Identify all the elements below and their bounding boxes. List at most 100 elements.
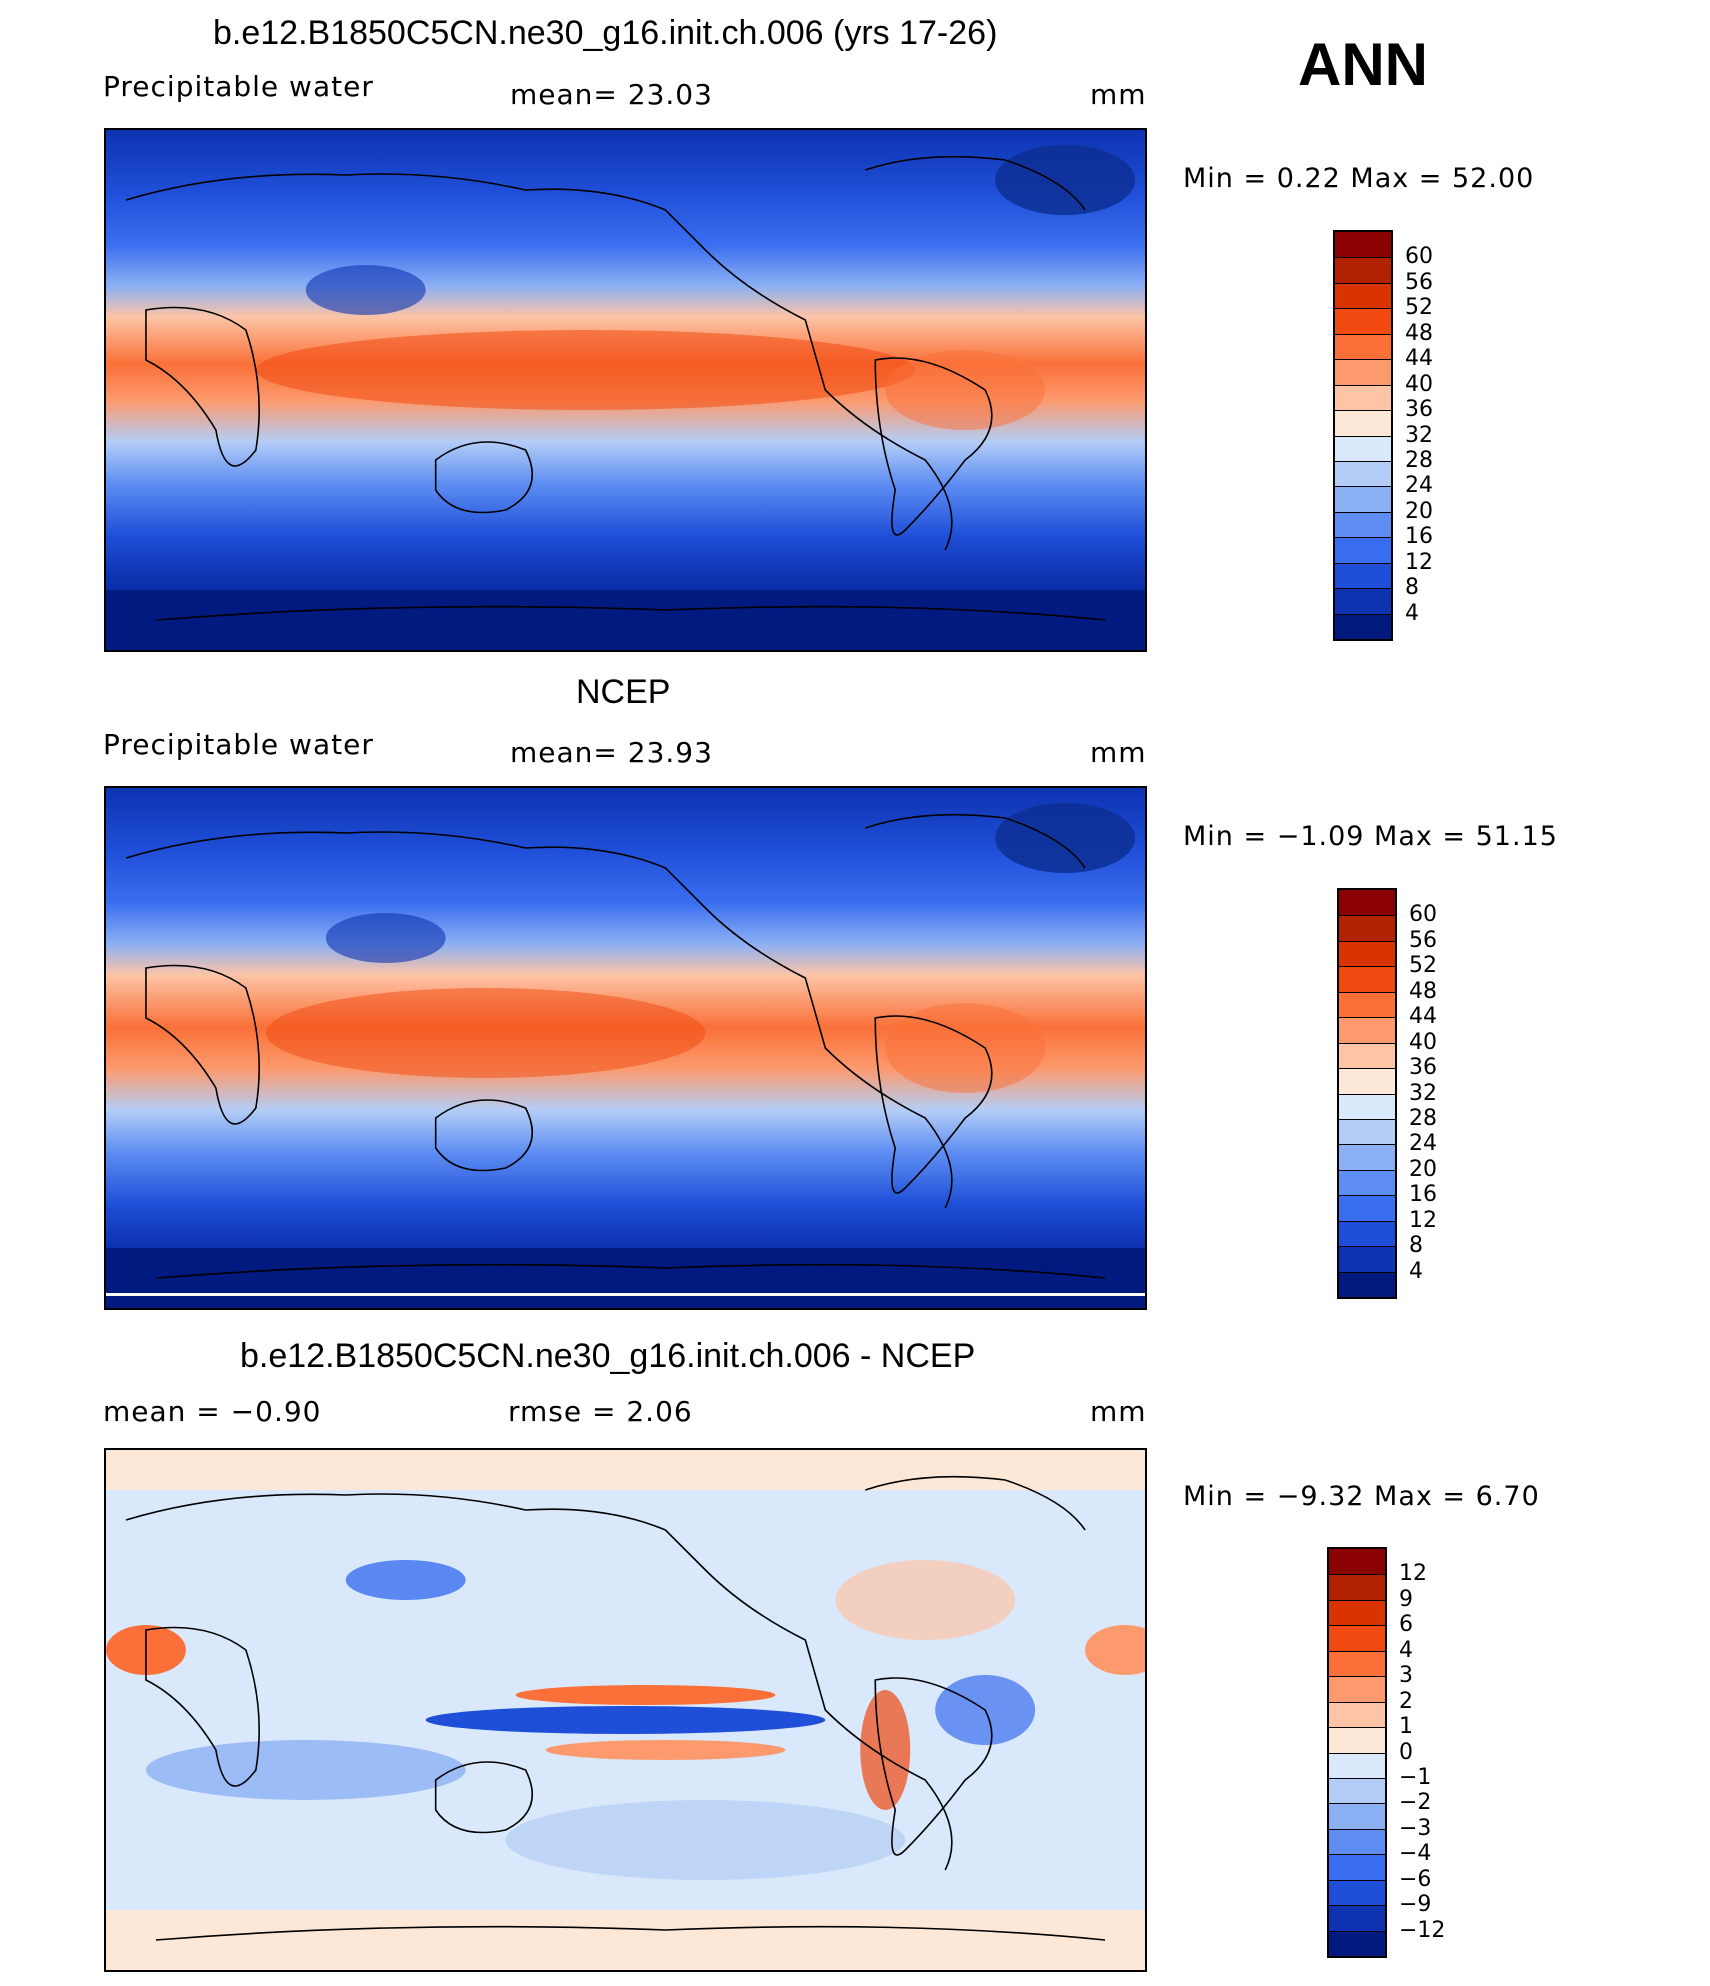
colorbar-label: 16 (1405, 524, 1433, 550)
colorbar-swatch (1329, 1854, 1385, 1880)
colorbar-swatch (1335, 537, 1391, 563)
panel-mean-label-obs: mean= 23.93 (510, 736, 713, 769)
colorbar-label: 52 (1405, 295, 1433, 321)
colorbar-label: 48 (1409, 978, 1437, 1004)
colorbar-swatch (1329, 1905, 1385, 1931)
colorbar-label: −2 (1399, 1790, 1432, 1816)
colorbar-swatch (1335, 257, 1391, 283)
colorbar-label: 16 (1409, 1182, 1437, 1208)
colorbar-label: −1 (1399, 1764, 1432, 1790)
colorbar-label: 4 (1409, 1258, 1423, 1284)
colorbar-label: 24 (1405, 473, 1433, 499)
panel-mean-label-diff: mean = −0.90 (103, 1395, 322, 1428)
season-label: ANN (1298, 31, 1428, 98)
colorbar-swatch (1335, 588, 1391, 614)
colorbar-label: 52 (1409, 953, 1437, 979)
colorbar-swatch (1335, 333, 1391, 360)
colorbar-swatch (1329, 1625, 1385, 1651)
colorbar-label: 20 (1409, 1156, 1437, 1182)
colorbar-label: −12 (1399, 1917, 1446, 1943)
colorbar-label: 8 (1409, 1233, 1423, 1259)
colorbar-label: 28 (1405, 447, 1433, 473)
panel-title-model: b.e12.B1850C5CN.ne30_g16.init.ch.006 (yr… (213, 14, 998, 52)
colorbar-label: 12 (1405, 549, 1433, 575)
panel-minmax-obs: Min = −1.09 Max = 51.15 (1183, 821, 1558, 852)
colorbar-label: 44 (1405, 346, 1433, 372)
colorbar-label: 40 (1409, 1029, 1437, 1055)
colorbar-swatch (1339, 1118, 1395, 1145)
colorbar-swatch (1339, 940, 1395, 967)
colorbar-label: −9 (1399, 1892, 1432, 1918)
colorbar-swatch (1339, 966, 1395, 992)
colorbar-swatch (1335, 460, 1391, 487)
colorbar-swatch (1339, 1017, 1395, 1043)
colorbar-label: 36 (1409, 1055, 1437, 1081)
colorbar-label: 36 (1405, 397, 1433, 423)
colorbar-swatch (1329, 1777, 1385, 1804)
panel-variable-label-model: Precipitable water (103, 70, 374, 103)
panel-minmax-model: Min = 0.22 Max = 52.00 (1183, 163, 1535, 194)
colorbar-swatch (1335, 562, 1391, 589)
colorbar-swatch (1329, 1879, 1385, 1906)
map-model (104, 128, 1147, 652)
colorbar-label: 40 (1405, 371, 1433, 397)
panel-units-obs: mm (1090, 736, 1147, 769)
colorbar-label: 9 (1399, 1586, 1413, 1612)
panel-minmax-diff: Min = −9.32 Max = 6.70 (1183, 1481, 1540, 1512)
colorbar-label: −6 (1399, 1866, 1432, 1892)
colorbar-label: 4 (1405, 600, 1419, 626)
colorbar-label: 32 (1409, 1080, 1437, 1106)
colorbar-label: 2 (1399, 1688, 1413, 1714)
colorbar-obs (1337, 888, 1397, 1299)
panel-variable-label-obs: Precipitable water (103, 728, 374, 761)
colorbar-swatch (1339, 1093, 1395, 1119)
colorbar-label: 12 (1409, 1207, 1437, 1233)
colorbar-label: 44 (1409, 1004, 1437, 1030)
colorbar-label: 20 (1405, 498, 1433, 524)
colorbar-swatch (1329, 1828, 1385, 1855)
colorbar-swatch (1329, 1676, 1385, 1702)
panel-title-diff: b.e12.B1850C5CN.ne30_g16.init.ch.006 - N… (240, 1337, 976, 1375)
colorbar-label: 3 (1399, 1663, 1413, 1689)
colorbar-label: 48 (1405, 320, 1433, 346)
colorbar-label: 60 (1405, 244, 1433, 270)
colorbar-swatch (1335, 410, 1391, 436)
panel-mean-label-model: mean= 23.03 (510, 78, 713, 111)
colorbar-swatch (1329, 1574, 1385, 1600)
map-diff (104, 1448, 1147, 1972)
colorbar-swatch (1329, 1752, 1385, 1778)
colorbar-label: −4 (1399, 1841, 1432, 1867)
colorbar-label: 56 (1409, 927, 1437, 953)
colorbar-swatch (1339, 1144, 1395, 1170)
colorbar-swatch (1339, 1169, 1395, 1196)
colorbar-label: 0 (1399, 1739, 1413, 1765)
colorbar-swatch (1335, 232, 1391, 258)
panel-rmse-label-diff: rmse = 2.06 (508, 1395, 693, 1428)
colorbar-model (1333, 230, 1393, 641)
panel-title-obs: NCEP (576, 673, 671, 711)
colorbar-swatch (1339, 1068, 1395, 1094)
colorbar-swatch (1335, 511, 1391, 538)
colorbar-swatch (1335, 384, 1391, 411)
colorbar-swatch (1335, 308, 1391, 334)
colorbar-label: 12 (1399, 1561, 1427, 1587)
colorbar-diff (1327, 1547, 1387, 1958)
colorbar-label: 56 (1405, 269, 1433, 295)
colorbar-label: 8 (1405, 575, 1419, 601)
colorbar-swatch (1339, 1271, 1395, 1297)
colorbar-label: −3 (1399, 1815, 1432, 1841)
colorbar-swatch (1335, 613, 1391, 639)
colorbar-swatch (1339, 1195, 1395, 1221)
colorbar-swatch (1335, 435, 1391, 461)
colorbar-label: 32 (1405, 422, 1433, 448)
panel-units-model: mm (1090, 78, 1147, 111)
colorbar-label: 60 (1409, 902, 1437, 928)
colorbar-swatch (1339, 1246, 1395, 1272)
colorbar-swatch (1339, 1220, 1395, 1247)
colorbar-swatch (1335, 359, 1391, 385)
colorbar-label: 24 (1409, 1131, 1437, 1157)
colorbar-swatch (1339, 890, 1395, 916)
colorbar-label: 1 (1399, 1714, 1413, 1740)
colorbar-swatch (1329, 1650, 1385, 1677)
colorbar-swatch (1339, 915, 1395, 941)
